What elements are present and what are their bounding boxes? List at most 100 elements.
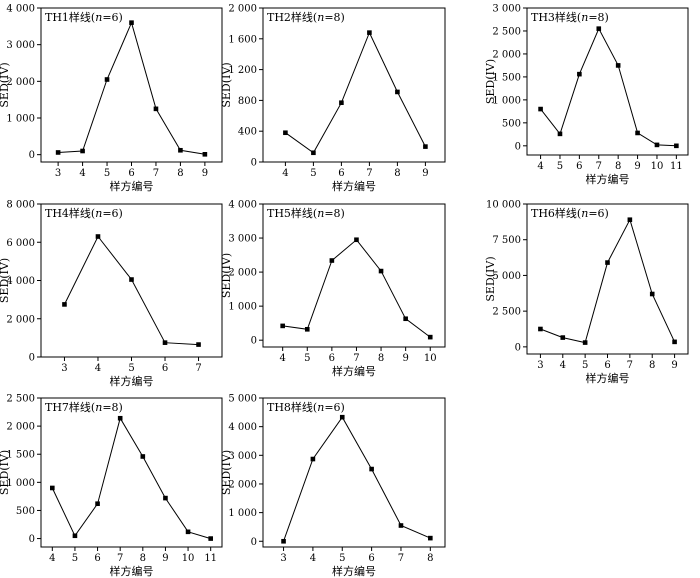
- x-tick-label: 5: [582, 360, 588, 371]
- chart-panel-4: TH4样线(n=6) 0 2 000 4 000 6 000 8 000 3 4 5 6 7 样方编号…: [0, 200, 223, 388]
- data-point: [163, 495, 168, 501]
- y-axis-label: SED(IV): [0, 450, 11, 495]
- data-point: [72, 533, 78, 539]
- y-tick-label: 2 000: [228, 4, 257, 15]
- y-tick-label: 6 000: [6, 238, 35, 249]
- y-tick-label: 0: [251, 537, 257, 548]
- chart-panel-2: TH2样线(n=8) 0 400 800 1 200 1 600 2 000 4 5 6 7 8 9 样方…: [220, 4, 446, 193]
- series-line: [58, 21, 205, 155]
- y-tick-label: 2 500: [492, 26, 521, 37]
- y-tick-label: 3 000: [228, 451, 257, 462]
- x-tick-label: 3: [280, 553, 286, 564]
- data-point: [403, 316, 408, 322]
- y-tick-label: 0: [29, 534, 35, 545]
- x-tick-label: 4: [560, 360, 566, 371]
- y-tick-label: 2 000: [492, 49, 521, 60]
- x-tick-label: 3: [55, 168, 61, 179]
- data-point: [367, 30, 372, 35]
- data-point: [557, 131, 563, 137]
- data-point: [538, 106, 543, 112]
- y-tick-label: 5 000: [492, 271, 521, 282]
- x-axis-label: 样方编号: [332, 564, 376, 578]
- x-tick-label: 6: [604, 360, 610, 371]
- x-tick-label: 9: [671, 360, 677, 371]
- x-tick-label: 5: [104, 168, 110, 179]
- x-tick-label: 11: [670, 161, 683, 172]
- x-tick-label: 4: [49, 553, 55, 564]
- data-point: [55, 150, 61, 155]
- x-tick-label: 9: [162, 553, 168, 564]
- y-axis-label: SED(IV): [484, 256, 497, 301]
- y-tick-label: 1 000: [6, 478, 35, 489]
- y-tick-label: 3 000: [6, 40, 35, 51]
- data-point: [329, 258, 335, 263]
- x-tick-label: 10: [182, 553, 195, 564]
- x-tick-label: 4: [279, 353, 285, 364]
- x-axis-label: 样方编号: [110, 564, 154, 578]
- data-point: [104, 77, 110, 82]
- x-tick-label: 10: [651, 161, 664, 172]
- x-tick-label: 5: [557, 161, 563, 172]
- x-tick-label: 3: [61, 363, 67, 374]
- y-tick-label: 1 000: [492, 95, 521, 106]
- x-tick-label: 8: [615, 161, 621, 172]
- y-axis-label: SED(IV): [220, 450, 233, 495]
- data-point: [577, 71, 582, 77]
- y-tick-label: 3 000: [492, 4, 521, 15]
- series-line: [51, 416, 211, 540]
- plot-frame: [262, 203, 446, 348]
- data-point: [635, 130, 640, 136]
- data-point: [117, 415, 123, 421]
- data-point: [80, 148, 85, 154]
- y-tick-label: 2 000: [6, 314, 35, 325]
- y-axis-label: SED(IV): [0, 258, 11, 303]
- x-tick-label: 9: [422, 168, 428, 179]
- data-point: [208, 536, 213, 541]
- data-point: [654, 142, 660, 148]
- y-tick-label: 1 500: [492, 72, 521, 83]
- y-axis-label: SED(IV): [0, 62, 11, 107]
- y-tick-label: 1 000: [228, 508, 257, 519]
- x-tick-label: 6: [576, 161, 582, 172]
- panel-title: TH8样线(n=6): [267, 400, 345, 414]
- data-point: [280, 323, 285, 329]
- x-tick-label: 4: [310, 553, 316, 564]
- series-line: [540, 218, 676, 344]
- y-tick-label: 500: [16, 506, 35, 517]
- y-tick-label: 0: [29, 150, 35, 161]
- x-axis-label: 样方编号: [332, 364, 376, 378]
- x-tick-label: 4: [79, 168, 85, 179]
- chart-panel-3: TH3样线(n=8) 0 500 1 000 1 500 2 000 2 500 3 000 4…: [484, 4, 689, 186]
- y-axis-label: SED(IV): [220, 253, 233, 298]
- x-tick-label: 4: [95, 363, 101, 374]
- chart-panel-6: TH6样线(n=6) 0 2 500 5 000 7 500 10 000 3 4 5 6 7 8 9 样…: [484, 200, 689, 385]
- data-point: [95, 234, 101, 239]
- y-tick-label: 5 000: [228, 394, 257, 405]
- x-tick-label: 4: [537, 161, 543, 172]
- y-axis-label: SED(IV): [220, 62, 233, 107]
- y-tick-label: 4 000: [6, 4, 35, 15]
- x-axis-label: 样方编号: [110, 179, 154, 193]
- y-tick-label: 2 500: [492, 307, 521, 318]
- series-line: [285, 31, 426, 154]
- plot-frame: [40, 7, 223, 163]
- x-tick-label: 6: [94, 553, 100, 564]
- data-point: [398, 523, 404, 528]
- x-tick-label: 9: [402, 353, 408, 364]
- data-point: [62, 302, 67, 307]
- y-tick-label: 0: [29, 353, 35, 364]
- x-tick-label: 10: [424, 353, 437, 364]
- series-line: [282, 239, 431, 338]
- y-tick-label: 1 000: [6, 114, 35, 125]
- x-axis-label: 样方编号: [332, 179, 376, 193]
- x-tick-label: 6: [368, 553, 374, 564]
- data-point: [378, 268, 384, 274]
- x-tick-label: 6: [162, 363, 168, 374]
- data-point: [196, 342, 201, 347]
- x-tick-label: 8: [427, 553, 433, 564]
- plot-frame: [40, 397, 223, 548]
- data-point: [153, 106, 159, 112]
- data-point: [283, 130, 288, 136]
- y-tick-label: 1 200: [228, 65, 257, 76]
- x-axis-label: 样方编号: [586, 371, 630, 385]
